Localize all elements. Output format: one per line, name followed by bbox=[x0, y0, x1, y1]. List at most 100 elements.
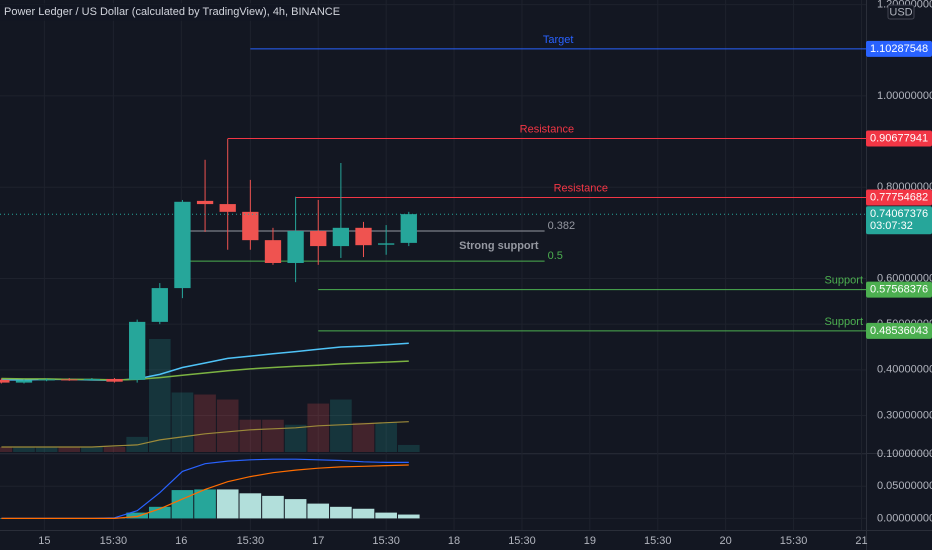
candle-body bbox=[0, 379, 10, 383]
volume-bar bbox=[216, 399, 239, 452]
volume-bar bbox=[13, 446, 35, 452]
level-label: Resistance bbox=[520, 123, 574, 135]
level-label: Support bbox=[824, 275, 863, 287]
volume-bar bbox=[0, 446, 13, 452]
candle-body bbox=[310, 231, 327, 247]
volume-bar bbox=[239, 419, 262, 452]
price-tag-text: 1.10287548 bbox=[870, 43, 928, 55]
fib-label: 0.382 bbox=[548, 220, 576, 232]
x-tick-label: 21 bbox=[855, 535, 867, 547]
price-tag-text: 0.57568376 bbox=[870, 284, 928, 296]
y-tick-label: 0.30000000 bbox=[877, 409, 932, 421]
candle-body bbox=[151, 288, 168, 322]
histogram-bar bbox=[284, 499, 307, 519]
x-tick-label: 15:30 bbox=[644, 535, 672, 547]
histogram-bar bbox=[330, 506, 352, 519]
candle-body bbox=[400, 214, 417, 243]
histogram-bar bbox=[307, 503, 330, 519]
volume-bar bbox=[103, 446, 126, 452]
candle-body bbox=[332, 227, 350, 247]
volume-bar bbox=[352, 422, 375, 452]
candle-body bbox=[15, 380, 33, 383]
price-tag-text: 0.77754682 bbox=[870, 191, 928, 203]
y-tick-label: 0.60000000 bbox=[877, 272, 932, 284]
level-label: Support bbox=[824, 316, 863, 328]
last-price-tag bbox=[866, 206, 932, 235]
histogram-bar bbox=[194, 489, 216, 519]
x-tick-label: 15:30 bbox=[237, 535, 265, 547]
candle-body bbox=[38, 379, 55, 381]
x-tick-label: 15:30 bbox=[100, 535, 128, 547]
price-tag bbox=[866, 322, 932, 339]
candle-body bbox=[219, 204, 236, 212]
volume-bar bbox=[194, 394, 216, 452]
x-tick-label: 16 bbox=[175, 535, 187, 547]
currency-box bbox=[887, 4, 915, 20]
price-tag bbox=[866, 130, 932, 147]
x-tick-label: 20 bbox=[720, 535, 732, 547]
y-tick-label: 0.00000000 bbox=[877, 512, 932, 524]
candle-body bbox=[61, 379, 78, 381]
volume-bar bbox=[330, 399, 352, 452]
candle-body bbox=[174, 201, 191, 289]
price-tag bbox=[866, 40, 932, 57]
candle-body bbox=[355, 227, 372, 246]
price-tag bbox=[866, 189, 932, 206]
histogram-bar bbox=[375, 512, 397, 519]
histogram-bar bbox=[239, 493, 262, 519]
volume-bar bbox=[375, 422, 397, 452]
candle-body bbox=[83, 378, 101, 380]
x-tick-label: 17 bbox=[312, 535, 324, 547]
candle-body bbox=[196, 200, 214, 205]
x-tick-label: 15:30 bbox=[508, 535, 536, 547]
candle-body bbox=[106, 378, 123, 382]
chart-title: Power Ledger / US Dollar (calculated by … bbox=[4, 6, 340, 18]
candle-body bbox=[377, 243, 395, 245]
y-tick-label: 0.05000000 bbox=[877, 480, 932, 492]
title-bg bbox=[0, 3, 300, 21]
x-tick-label: 15:30 bbox=[780, 535, 808, 547]
level-label: Resistance bbox=[554, 182, 608, 194]
last-price-text: 0.74067376 bbox=[870, 208, 928, 220]
histogram-bar bbox=[148, 506, 171, 519]
indicator-line bbox=[1, 464, 409, 519]
volume-bar bbox=[307, 403, 330, 452]
volume-bar bbox=[397, 444, 420, 452]
histogram-bar bbox=[352, 508, 375, 519]
candle-body bbox=[129, 321, 146, 380]
volume-bar bbox=[262, 419, 284, 452]
histogram-bar bbox=[216, 489, 239, 519]
volume-bar bbox=[284, 424, 307, 452]
countdown-text: 03:07:32 bbox=[870, 220, 913, 232]
histogram-bar bbox=[262, 495, 284, 519]
currency-label: USD bbox=[889, 6, 912, 18]
fib-label: 0.5 bbox=[548, 250, 563, 262]
x-tick-label: 18 bbox=[448, 535, 460, 547]
candle-body bbox=[242, 211, 259, 241]
y-tick-label: 0.10000000 bbox=[877, 448, 932, 460]
histogram-bar bbox=[397, 514, 420, 519]
price-tag-text: 0.48536043 bbox=[870, 325, 928, 337]
x-tick-label: 19 bbox=[584, 535, 596, 547]
fib-note: Strong support bbox=[459, 240, 539, 252]
volume-bar bbox=[148, 339, 171, 452]
volume-ma bbox=[1, 421, 409, 448]
volume-bar bbox=[171, 392, 194, 452]
histogram-bar bbox=[171, 490, 194, 519]
volume-bar bbox=[35, 446, 58, 452]
y-tick-label: 1.00000000 bbox=[877, 90, 932, 102]
volume-bar bbox=[81, 446, 103, 452]
volume-bar bbox=[58, 446, 81, 452]
histogram-bar bbox=[126, 512, 148, 519]
x-tick-label: 15 bbox=[38, 535, 50, 547]
price-tag bbox=[866, 281, 932, 298]
price-tag-text: 0.90677941 bbox=[870, 132, 928, 144]
candle-body bbox=[287, 231, 304, 263]
level-label: Target bbox=[543, 34, 574, 46]
x-tick-label: 15:30 bbox=[372, 535, 400, 547]
y-tick-label: 0.40000000 bbox=[877, 364, 932, 376]
candle-body bbox=[264, 240, 282, 263]
